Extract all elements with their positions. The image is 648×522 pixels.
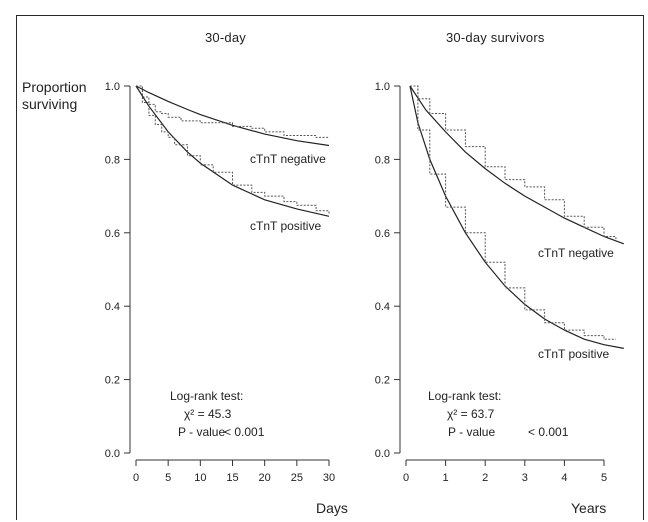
x-tick-label: 30 [323,472,335,484]
fitted-curve-ctnt-negative [409,85,625,245]
p-value-number: < 0.001 [528,425,569,439]
y-tick-label: 0.0 [375,448,390,460]
panel-title-30-day: 30-day [205,30,246,45]
x-tick-label: 1 [443,472,449,484]
y-tick-label: 0.2 [105,375,120,387]
panel-title-30-day-survivors: 30-day survivors [446,30,545,45]
log-rank-test-label: Log-rank test: [428,389,501,403]
series-label-ctnt-positive: cTnT positive [538,347,609,361]
x-axis-title: Days [316,500,348,516]
y-tick-label: 1.0 [375,81,390,93]
x-tick-label: 25 [291,472,303,484]
x-tick-label: 4 [561,472,567,484]
x-tick-label: 0 [133,472,139,484]
p-value-number: < 0.001 [224,425,265,439]
y-tick-label: 0.4 [105,301,120,313]
x-tick-label: 5 [165,472,171,484]
log-rank-test-label: Log-rank test: [170,389,243,403]
x-axis-title: Years [571,500,606,516]
y-axis-title-text: Proportion surviving [22,79,87,112]
x-tick-label: 15 [226,472,238,484]
km-curve-ctnt-negative [410,85,617,241]
series-label-ctnt-negative: cTnT negative [250,152,326,166]
y-tick-label: 0.0 [105,448,120,460]
y-tick-label: 0.6 [375,228,390,240]
y-tick-label: 0.8 [105,154,120,166]
x-tick-label: 20 [259,472,271,484]
x-tick-label: 3 [522,472,528,484]
km-curve-ctnt-positive [136,85,330,215]
y-tick-label: 1.0 [105,81,120,93]
fitted-curve-ctnt-positive [409,85,624,349]
chi-square-value: χ² = 45.3 [184,407,232,421]
y-tick-label: 0.2 [375,375,390,387]
chi-square-value: χ² = 63.7 [447,407,495,421]
km-curve-ctnt-negative [136,85,329,138]
p-value-label: P - value [178,425,225,439]
fitted-curve-ctnt-negative [135,85,330,147]
y-tick-label: 0.8 [375,154,390,166]
y-tick-label: 0.6 [105,228,120,240]
x-tick-label: 2 [482,472,488,484]
km-curve-ctnt-positive [410,85,616,340]
panel-30-day: 0.0 0.2 0.4 0.6 0.8 1.0 0 5 10 15 20 25 30 Days cTnT n… [105,81,348,516]
y-axis-title: Proportion surviving [22,79,106,113]
x-tick-label: 5 [601,472,607,484]
figure-frame [16,15,644,520]
panel-30-day-survivors: 0.0 0.2 0.4 0.6 0.8 1.0 0 1 2 3 4 5 Years cTnT negati… [375,81,625,516]
series-label-ctnt-negative: cTnT negative [538,246,614,260]
series-label-ctnt-positive: cTnT positive [250,219,321,233]
x-tick-label: 0 [403,472,409,484]
x-tick-label: 10 [194,472,206,484]
p-value-label: P - value [448,425,495,439]
y-tick-label: 0.4 [375,301,390,313]
